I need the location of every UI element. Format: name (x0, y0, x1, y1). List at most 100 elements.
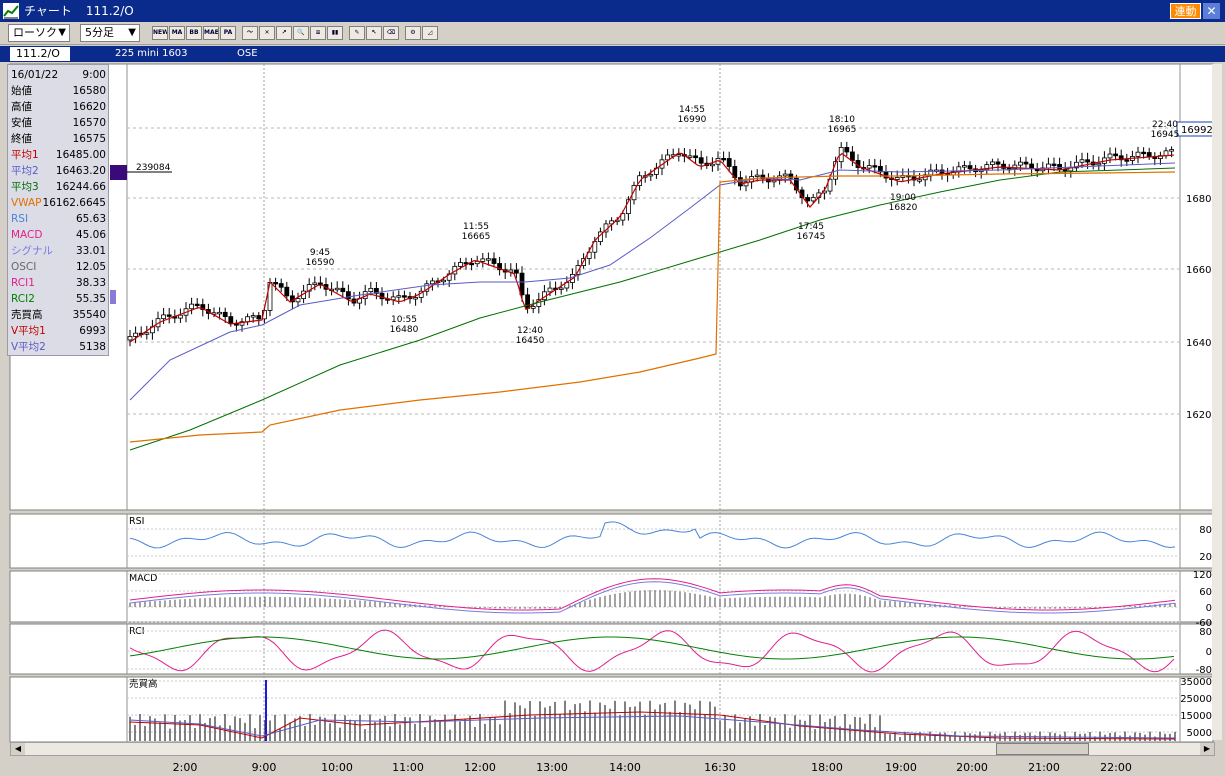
candle-body (1169, 149, 1174, 152)
rsi-pane-label: RSI (129, 516, 144, 527)
candle-body (1141, 151, 1146, 155)
volume-bars-icon[interactable]: ▮▮ (327, 26, 343, 40)
ma2-line (129, 162, 1176, 401)
chart-area[interactable]: 16800 16600 16400 16200 16992 239084 9:4516590… (0, 62, 1225, 760)
time-tick-label: 10:00 (321, 761, 353, 774)
scroll-right-icon[interactable]: ▶ (1200, 743, 1214, 755)
vertical-scrollbar[interactable] (1212, 64, 1222, 740)
candle-body (228, 316, 234, 325)
info-label: 売買高 (11, 309, 43, 321)
candle-body (1146, 152, 1152, 157)
candle-body (850, 151, 855, 161)
price-tick-label: 16400 (1186, 338, 1218, 349)
toolbar: ローソク ▼ 5分足 ▼ NEW MA BB MAE PA 〜 ✕ ↗ 🔍 ≡ ▮▮ ✎ ↖ ⌫ ⚙ ◿ (0, 22, 1225, 45)
info-value: 16162.6645 (42, 197, 106, 209)
cross-icon[interactable]: ✕ (259, 26, 275, 40)
info-row: RSI 65.63 (11, 211, 106, 227)
eraser-icon[interactable]: ⌫ (383, 26, 399, 40)
macd-line (129, 578, 1176, 611)
line-chart-icon[interactable]: 〜 (242, 26, 258, 40)
time-axis: 2:00 9:00 10:00 11:00 12:00 13:00 14:00 16:30 18… (0, 760, 1225, 776)
chart-type-dropdown[interactable]: ローソク ▼ (8, 24, 70, 42)
candle-body (1135, 151, 1141, 157)
candle-body (239, 321, 245, 326)
signal-line (129, 581, 1176, 614)
time-tick-label: 2:00 (172, 761, 198, 774)
horizontal-scrollbar[interactable]: ◀ ▶ (10, 742, 1215, 756)
close-icon[interactable]: ✕ (1203, 3, 1220, 19)
candle-body (1085, 159, 1090, 163)
pen-icon[interactable]: ✎ (349, 26, 365, 40)
new-chart-icon[interactable]: NEW (152, 26, 168, 40)
candle-body (429, 280, 435, 285)
pane-frame (9, 63, 1214, 511)
candle-body (631, 185, 637, 201)
candle-body (743, 181, 749, 187)
info-label: VWAP (11, 197, 42, 209)
zoom-icon[interactable]: 🔍 (293, 26, 309, 40)
volume-pane-tick-label: 35000 (1180, 677, 1212, 688)
candle-body (1057, 164, 1062, 170)
candle-body (1124, 159, 1130, 162)
price-tick-label: 16200 (1186, 410, 1218, 421)
info-row: OSCI 12.05 (11, 259, 106, 275)
candle-body (827, 178, 833, 192)
candle-body (1107, 153, 1113, 159)
macd-pane-tick-label: 120 (1193, 570, 1212, 581)
candle-body (754, 174, 760, 178)
candle-body (1001, 163, 1006, 169)
info-row: 平均3 16244.66 (11, 179, 106, 195)
mae-icon[interactable]: MAE (203, 26, 219, 40)
candle-body (648, 174, 654, 177)
annotation-time: 22:40 (1152, 120, 1178, 130)
info-value: 16570 (72, 117, 106, 129)
info-row: 安値 16570 (11, 115, 106, 131)
candle-body (917, 179, 922, 182)
candle-body (962, 165, 967, 168)
bb-icon[interactable]: BB (186, 26, 202, 40)
ma-icon[interactable]: MA (169, 26, 185, 40)
candle-body (368, 287, 374, 293)
candle-body (939, 169, 945, 174)
time-tick-label: 9:00 (251, 761, 277, 774)
pa-icon[interactable]: PA (220, 26, 236, 40)
table-icon[interactable]: ≡ (310, 26, 326, 40)
scroll-thumb[interactable] (996, 743, 1089, 755)
info-label: 平均3 (11, 181, 39, 193)
candle-body (177, 314, 183, 319)
candle-body (217, 311, 223, 315)
info-row: 平均2 16463.20 (11, 163, 106, 179)
candle-body (984, 164, 990, 171)
candle-body (878, 165, 883, 173)
info-value: 33.01 (75, 245, 106, 257)
trend-icon[interactable]: ↗ (276, 26, 292, 40)
info-row: VWAP 16162.6645 (11, 195, 106, 211)
candle-body (1118, 155, 1124, 161)
candle-body (810, 197, 816, 202)
settings-icon[interactable]: ⚙ (405, 26, 421, 40)
candle-body (166, 314, 172, 317)
fibonacci-icon[interactable]: ◿ (422, 26, 438, 40)
info-value: 65.63 (75, 213, 106, 225)
info-label: 高値 (11, 101, 32, 113)
info-value: 45.06 (75, 229, 106, 241)
info-label: 平均1 (11, 149, 39, 161)
volume-pane-label: 売買高 (129, 678, 158, 690)
interval-dropdown[interactable]: 5分足 ▼ (80, 24, 140, 42)
macd-pane-tick-label: 60 (1199, 587, 1212, 598)
candle-body (312, 282, 318, 285)
candle-body (345, 291, 351, 300)
candle-body (514, 269, 519, 274)
candle-body (194, 303, 200, 307)
chevron-down-icon: ▼ (128, 27, 136, 38)
annotation-price: 16820 (889, 203, 918, 213)
pointer-icon[interactable]: ↖ (366, 26, 382, 40)
info-value: 5138 (79, 341, 106, 353)
scroll-left-icon[interactable]: ◀ (11, 743, 25, 755)
price-tick-label: 16600 (1186, 265, 1218, 276)
pane-frame (9, 623, 1214, 675)
link-toggle-button[interactable]: 連動 (1170, 3, 1201, 19)
symbol-code[interactable]: 111.2/O (10, 47, 70, 61)
info-value: 16620 (72, 101, 106, 113)
rci1-line (129, 629, 1175, 673)
